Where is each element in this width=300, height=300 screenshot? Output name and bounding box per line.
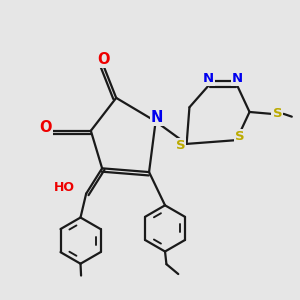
Text: HO: HO xyxy=(54,181,75,194)
Text: S: S xyxy=(235,130,244,143)
Text: N: N xyxy=(151,110,163,124)
Text: S: S xyxy=(272,107,282,120)
Text: O: O xyxy=(97,52,110,67)
Text: N: N xyxy=(232,72,243,85)
Text: O: O xyxy=(39,120,52,135)
Text: S: S xyxy=(176,139,185,152)
Text: N: N xyxy=(203,72,214,85)
